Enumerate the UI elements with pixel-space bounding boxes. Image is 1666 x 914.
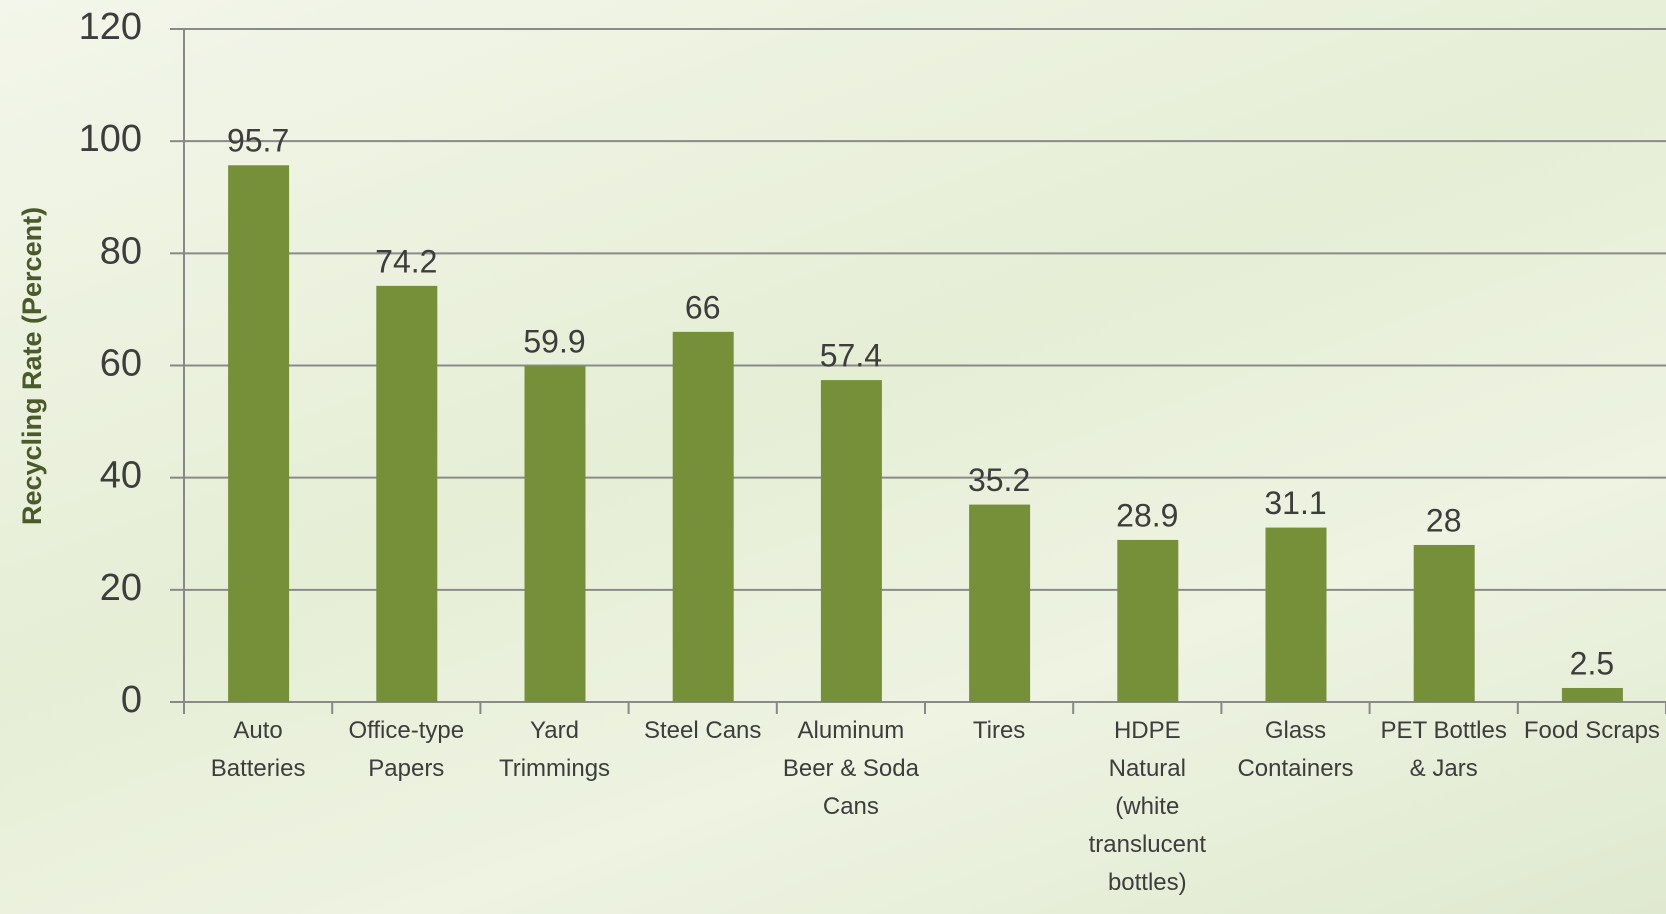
x-tick-label: Yard Trimmings [498,717,611,782]
x-tick-label: Food Scraps [1523,717,1660,744]
bar [524,366,586,702]
bar [820,380,882,702]
y-tick-label: 100 [79,118,142,160]
bar [969,504,1031,702]
bar [1265,527,1327,702]
bar [1413,544,1475,702]
value-label: 35.2 [968,462,1030,498]
value-label: 66 [685,289,721,325]
value-label: 31.1 [1264,485,1326,521]
bar [1561,687,1623,702]
x-tick-label: Office-type Papers [348,717,465,782]
bar [1117,539,1179,702]
x-tick-label: PET Bottles & Jars [1380,717,1507,782]
x-tick-label: HDPE Natural (white translucent bottles) [1088,717,1206,896]
x-tick-label: Auto Batteries [210,717,306,782]
x-tick-label: Aluminum Beer & Soda Cans [782,717,919,820]
x-tick-label: Glass Containers [1237,717,1354,782]
y-tick-label: 120 [79,6,142,48]
value-label: 59.9 [523,324,585,360]
bar [672,331,734,702]
value-label: 28.9 [1116,497,1178,533]
y-tick-label: 80 [100,230,142,272]
x-tick-label: Steel Cans [643,717,762,744]
bar [376,285,438,702]
y-tick-label: 40 [100,455,142,497]
y-tick-label: 20 [100,567,142,609]
x-tick-label: Tires [972,717,1026,744]
value-label: 95.7 [227,123,289,159]
value-label: 57.4 [820,338,882,374]
y-tick-label: 0 [121,679,142,721]
value-label: 28 [1426,502,1462,538]
value-label: 74.2 [375,243,437,279]
y-axis-label: Recycling Rate (Percent) [17,207,47,525]
value-label: 2.5 [1570,645,1614,681]
bar [228,165,290,703]
y-tick-label: 60 [100,343,142,385]
